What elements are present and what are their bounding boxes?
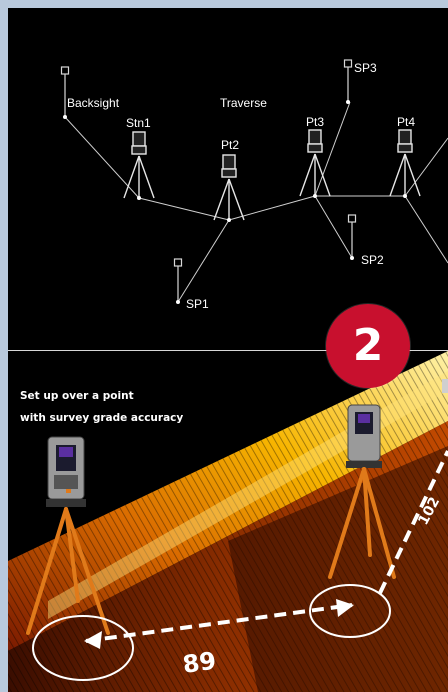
traverse-network-svg: Backsight Traverse Stn1 Pt2 Pt3 Pt4 SP1 … bbox=[60, 59, 448, 311]
setup-circle-left bbox=[32, 615, 134, 681]
step-number-badge: 2 bbox=[326, 304, 410, 388]
scanner-far bbox=[442, 379, 448, 393]
line-stn1-pt2 bbox=[138, 197, 230, 221]
tripod-middle bbox=[328, 467, 396, 579]
label-traverse: Traverse bbox=[220, 96, 267, 110]
label-sp2: SP2 bbox=[361, 253, 384, 267]
scanner-setup-scene: 89 102 Set up over a point with survey g… bbox=[8, 351, 448, 692]
prism-pole-sp1 bbox=[173, 258, 183, 302]
setup-circle-middle bbox=[309, 584, 391, 638]
distance-line-1 bbox=[85, 603, 353, 643]
label-pt4: Pt4 bbox=[397, 115, 415, 129]
prism-pole-sp2 bbox=[347, 214, 357, 258]
distance-label-89: 89 bbox=[181, 647, 218, 679]
tripod-pt2 bbox=[213, 154, 245, 221]
label-pt3: Pt3 bbox=[306, 115, 324, 129]
label-backsight: Backsight bbox=[67, 96, 120, 110]
prism-pole-sp3 bbox=[343, 59, 353, 102]
label-pt2: Pt2 bbox=[221, 138, 239, 152]
prism-pole-backsight bbox=[60, 66, 70, 117]
line-backsight-stn1 bbox=[64, 116, 140, 199]
section-divider bbox=[8, 350, 448, 351]
line-pt4-ahead bbox=[404, 137, 448, 197]
tripod-pt4 bbox=[389, 129, 421, 197]
line-pt3-sp3 bbox=[314, 101, 351, 197]
tripod-stn1 bbox=[123, 131, 155, 199]
label-stn1: Stn1 bbox=[126, 116, 151, 130]
scanner-left bbox=[46, 436, 86, 507]
caption-line-1: Set up over a point bbox=[20, 390, 134, 402]
label-sp1: SP1 bbox=[186, 297, 209, 311]
line-pt2-sp1 bbox=[177, 219, 230, 303]
tripod-left bbox=[26, 507, 110, 635]
illustration-frame: Backsight Traverse Stn1 Pt2 Pt3 Pt4 SP1 … bbox=[8, 8, 448, 692]
pointcloud-scene-svg: 89 102 bbox=[8, 351, 448, 692]
caption: Set up over a point with survey grade ac… bbox=[20, 385, 280, 429]
pointcloud-shadow bbox=[228, 446, 448, 692]
line-pt4-right bbox=[404, 195, 448, 264]
scanner-middle bbox=[346, 404, 382, 468]
line-pt3-sp2 bbox=[314, 195, 353, 259]
label-sp3: SP3 bbox=[354, 61, 377, 75]
caption-line-2: with survey grade accuracy bbox=[20, 412, 184, 424]
tripod-pt3 bbox=[299, 129, 331, 197]
line-pt2-pt3 bbox=[228, 195, 316, 221]
traverse-diagram: Backsight Traverse Stn1 Pt2 Pt3 Pt4 SP1 … bbox=[8, 8, 448, 350]
distance-line-2 bbox=[378, 450, 448, 594]
